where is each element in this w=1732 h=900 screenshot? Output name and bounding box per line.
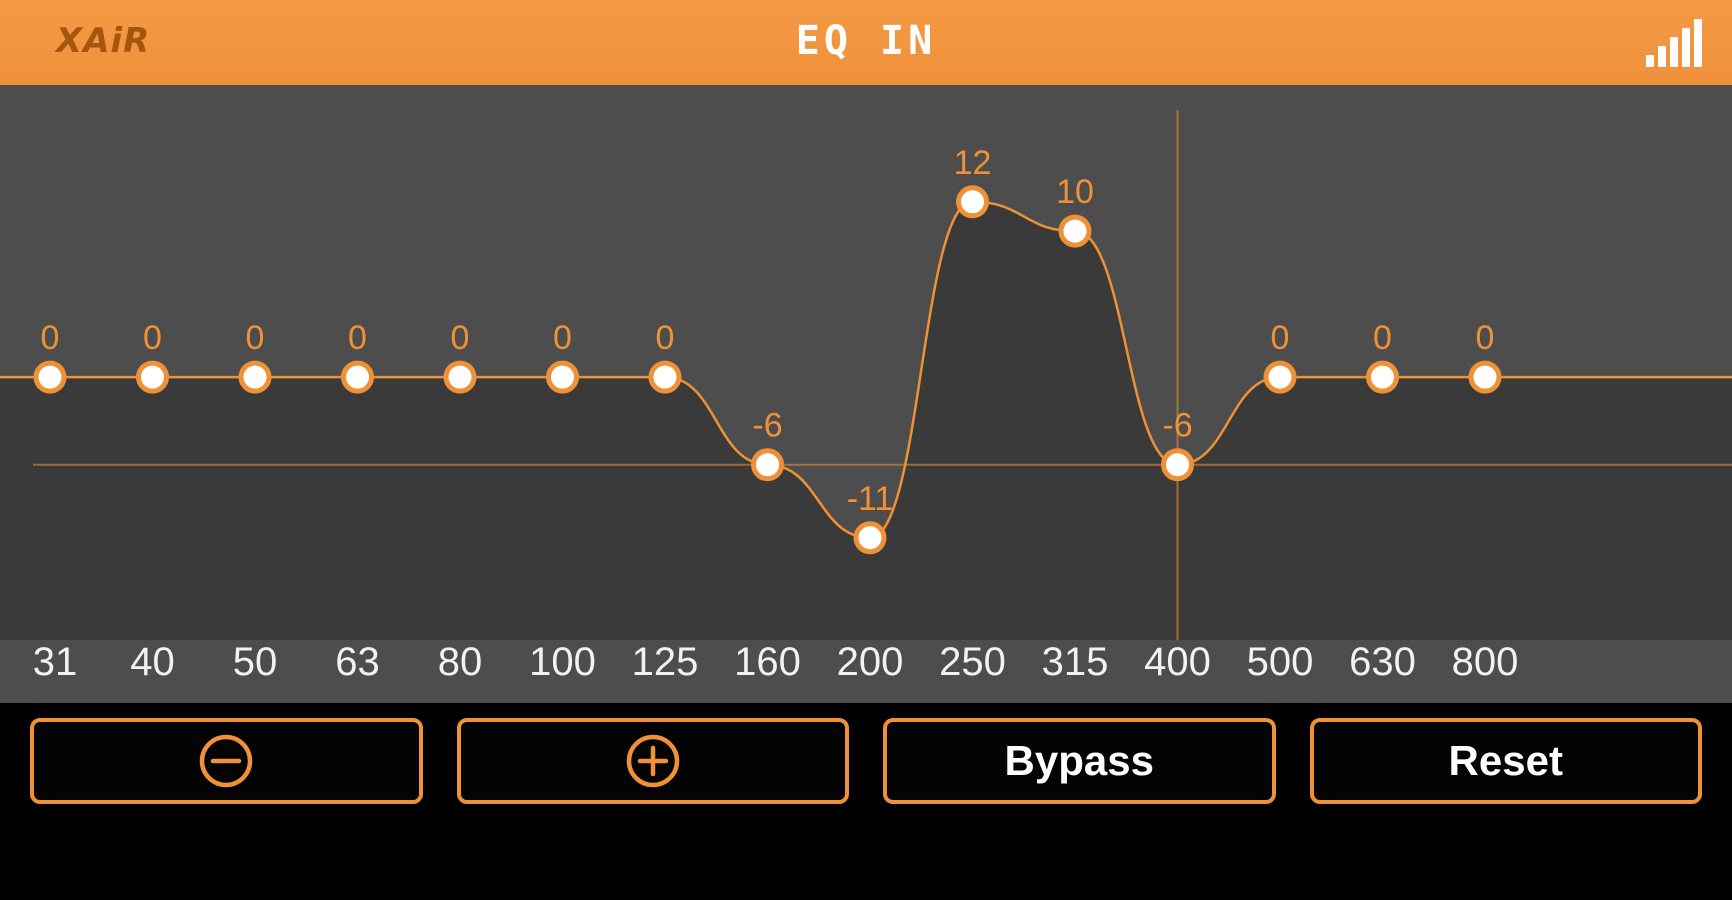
band-freq-label: 80 <box>438 640 483 684</box>
signal-bars-icon <box>1646 19 1702 67</box>
band-freq-label: 200 <box>837 640 904 684</box>
eq-graph-svg: 03104005006308001000125-6160-11200122501… <box>0 110 1732 684</box>
band-freq-label: 160 <box>734 640 801 684</box>
band-freq-label: 500 <box>1247 640 1314 684</box>
band-gain-label: 12 <box>954 144 992 182</box>
band-gain-label: 0 <box>553 319 572 357</box>
footer-bar: Bypass Reset <box>0 703 1732 900</box>
bypass-button-label: Bypass <box>1004 737 1154 784</box>
band-gain-label: -6 <box>752 407 782 445</box>
button-row: Bypass Reset <box>0 703 1732 804</box>
page-title: EQ IN <box>795 18 937 64</box>
minus-circle-icon <box>200 734 253 788</box>
eq-band-handle-200[interactable] <box>853 521 887 555</box>
band-freq-label: 250 <box>939 640 1006 684</box>
eq-band-handle-50[interactable] <box>238 360 272 394</box>
eq-band-handle-500[interactable] <box>1263 360 1297 394</box>
band-freq-label: 31 <box>33 640 78 684</box>
eq-band-handle-40[interactable] <box>136 360 169 394</box>
band-gain-label: 10 <box>1056 173 1094 211</box>
eq-band-handle-100[interactable] <box>546 360 579 394</box>
band-gain-label: 0 <box>1476 319 1495 357</box>
xair-logo: XAiR <box>56 21 151 61</box>
eq-band-handle-630[interactable] <box>1366 360 1399 394</box>
header-bar: XAiR EQ IN <box>0 0 1732 85</box>
eq-curve <box>0 200 1732 540</box>
eq-band-handle-31[interactable] <box>33 360 67 394</box>
band-freq-label: 125 <box>632 640 699 684</box>
eq-gain-increase-button[interactable] <box>456 718 849 804</box>
band-gain-label: 0 <box>656 319 675 357</box>
band-gain-label: 0 <box>348 319 367 357</box>
plus-circle-icon <box>626 734 679 788</box>
band-freq-label: 400 <box>1144 640 1211 684</box>
eq-band-handle-800[interactable] <box>1468 360 1502 394</box>
eq-band-handle-80[interactable] <box>443 360 477 394</box>
band-gain-label: 0 <box>451 319 470 357</box>
eq-chart: 0 31 0 40 0 50 0 63 0 80 0 100 0 125 -6 160 -11 200 12 250 1… <box>0 85 1732 703</box>
band-freq-label: 315 <box>1042 640 1109 684</box>
reset-button[interactable]: Reset <box>1309 718 1702 804</box>
eq-curve-fill <box>0 201 1732 641</box>
bypass-button[interactable]: Bypass <box>883 718 1276 804</box>
band-gain-label: 0 <box>1271 319 1290 357</box>
band-gain-label: 0 <box>1373 319 1392 357</box>
band-freq-label: 40 <box>130 640 175 684</box>
band-freq-label: 800 <box>1452 640 1519 684</box>
band-freq-label: 630 <box>1349 640 1416 684</box>
eq-band-handle-400[interactable] <box>1161 448 1194 482</box>
eq-band-handle-315[interactable] <box>1058 214 1092 248</box>
band-gain-label: 0 <box>41 319 60 357</box>
reset-button-label: Reset <box>1448 737 1563 784</box>
band-freq-label: 63 <box>335 640 380 684</box>
band-freq-label: 50 <box>233 640 278 684</box>
band-gain-label: -6 <box>1162 407 1192 445</box>
eq-band-handle-125[interactable] <box>648 360 682 394</box>
eq-band-handle-63[interactable] <box>341 360 374 394</box>
band-freq-label: 100 <box>529 640 596 684</box>
band-gain-label: 0 <box>246 319 265 357</box>
band-gain-label: -11 <box>847 480 894 518</box>
band-gain-label: 0 <box>143 319 162 357</box>
eq-gain-decrease-button[interactable] <box>30 718 423 804</box>
eq-band-handle-160[interactable] <box>751 448 784 482</box>
eq-band-handle-250[interactable] <box>956 185 989 219</box>
